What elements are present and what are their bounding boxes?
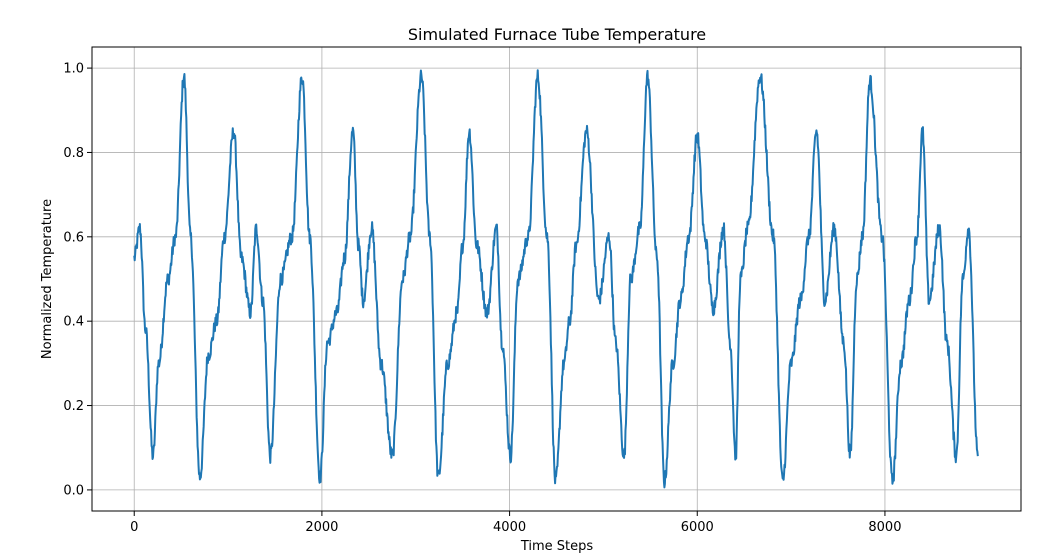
series-line <box>133 69 979 489</box>
x-tick-label: 2000 <box>305 520 338 535</box>
plot-area <box>133 69 979 489</box>
y-tick-label: 0.8 <box>63 146 84 161</box>
x-tick-label: 6000 <box>681 520 714 535</box>
x-tick-label: 8000 <box>868 520 901 535</box>
x-axis-label: Time Steps <box>520 539 594 554</box>
y-tick-label: 0.6 <box>63 230 84 245</box>
y-tick-label: 1.0 <box>63 62 84 77</box>
chart-title: Simulated Furnace Tube Temperature <box>408 25 706 44</box>
axes-frame <box>91 46 1022 512</box>
x-tick-label: 0 <box>130 520 138 535</box>
y-tick-label: 0.2 <box>63 399 84 414</box>
y-axis-ticks: 0.0 0.2 0.4 0.6 0.8 1.0 <box>63 62 92 498</box>
x-tick-label: 4000 <box>493 520 526 535</box>
y-tick-label: 0.0 <box>63 483 84 498</box>
y-axis-label: Normalized Temperature <box>40 199 55 359</box>
x-axis-ticks: 0 2000 4000 6000 8000 <box>130 511 901 535</box>
y-tick-label: 0.4 <box>63 315 84 330</box>
grid <box>92 47 1021 511</box>
